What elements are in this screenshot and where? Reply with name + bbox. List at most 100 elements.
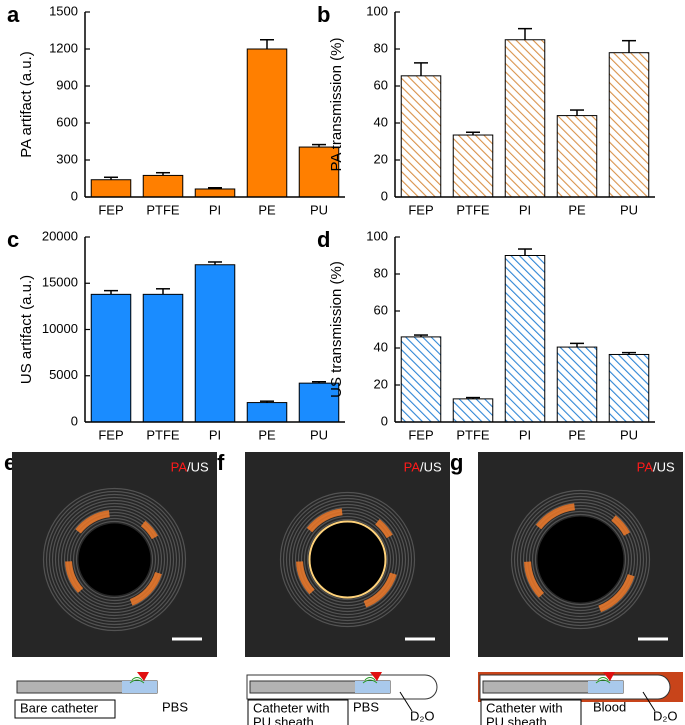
us-ring	[534, 513, 627, 606]
pa-signal	[611, 515, 631, 536]
us-ring	[294, 506, 401, 613]
y-tick-label: 60	[374, 302, 388, 317]
us-ring	[69, 514, 160, 605]
y-tick-label: 900	[56, 77, 78, 92]
transducer	[588, 681, 623, 693]
x-tick-label: PI	[519, 427, 531, 442]
y-tick-label: 5000	[49, 367, 78, 382]
bar	[556, 346, 598, 423]
y-tick-label: 15000	[42, 275, 78, 290]
us-ring	[63, 508, 166, 611]
y-tick-label: 1200	[49, 40, 78, 55]
x-tick-label: PI	[209, 427, 221, 442]
bar	[194, 264, 236, 423]
pa-signal	[306, 508, 343, 533]
diagram-label: PBS	[162, 699, 188, 714]
y-tick-label: 0	[71, 188, 78, 203]
x-tick-label: PE	[568, 202, 586, 217]
pa-signal	[598, 573, 635, 613]
x-tick-label: PE	[258, 427, 276, 442]
bar	[90, 179, 132, 198]
lumen	[78, 523, 151, 596]
bar	[608, 52, 650, 198]
us-ring	[513, 492, 648, 627]
y-axis-title: PA transmission (%)	[328, 38, 345, 172]
us-ring	[306, 518, 389, 601]
us-ring	[528, 507, 633, 612]
us-ring	[48, 493, 181, 626]
us-ring	[45, 490, 184, 629]
x-tick-label: PU	[620, 202, 638, 217]
bar	[142, 293, 184, 423]
pa-signal	[140, 520, 158, 540]
panel-label: f	[217, 450, 225, 475]
overlay-us: /US	[420, 459, 442, 474]
pa-signal	[524, 561, 545, 598]
y-tick-label: 100	[366, 228, 388, 243]
us-ring	[303, 515, 392, 604]
us-ring	[57, 502, 172, 617]
us-ring	[288, 500, 407, 619]
bar	[246, 402, 288, 423]
pointer	[399, 691, 413, 712]
laser	[137, 672, 149, 681]
bar	[194, 188, 236, 198]
y-tick-label: 1500	[49, 3, 78, 18]
x-tick-label: PE	[568, 427, 586, 442]
bar	[452, 134, 494, 198]
x-tick-label: PI	[209, 202, 221, 217]
overlay-pa: PA	[637, 459, 654, 474]
us-ring	[279, 491, 416, 628]
laser	[370, 672, 382, 681]
us-ring	[297, 509, 398, 610]
label-box	[14, 699, 116, 719]
y-axis-title: US artifact (a.u.)	[18, 275, 35, 384]
x-tick-label: PTFE	[456, 202, 490, 217]
us-ring	[51, 496, 178, 623]
y-tick-label: 80	[374, 40, 388, 55]
x-tick-label: PE	[258, 202, 276, 217]
label-box	[480, 699, 582, 725]
pa-signal	[129, 571, 162, 606]
bar	[246, 48, 288, 198]
x-tick-label: FEP	[408, 427, 433, 442]
us-ring	[516, 495, 645, 624]
bar	[504, 255, 546, 423]
x-tick-label: FEP	[408, 202, 433, 217]
y-tick-label: 10000	[42, 321, 78, 336]
box-text: PU sheath	[253, 714, 314, 725]
panel-label: g	[450, 450, 463, 475]
us-ring	[72, 517, 157, 602]
us-ring	[300, 512, 395, 607]
diagram-label: PBS	[353, 699, 379, 714]
us-ring	[282, 494, 413, 625]
panel-label: c	[7, 227, 19, 252]
bar	[400, 336, 442, 423]
pa-signal	[75, 510, 110, 534]
diagram-label: D₂O	[653, 708, 678, 723]
bar	[142, 174, 184, 198]
box-text: Bare catheter	[20, 700, 99, 715]
transducer	[355, 681, 390, 693]
us-ring	[510, 489, 651, 630]
y-tick-label: 600	[56, 114, 78, 129]
pa-signal	[535, 503, 576, 530]
y-tick-label: 0	[381, 188, 388, 203]
y-tick-label: 20000	[42, 228, 78, 243]
bar	[90, 293, 132, 423]
panel-label: b	[317, 2, 330, 27]
lumen	[537, 516, 624, 603]
lumen	[308, 520, 387, 599]
bar	[452, 398, 494, 423]
bar	[504, 39, 546, 198]
box-text: Catheter with	[253, 700, 330, 715]
us-ring	[522, 501, 639, 618]
y-axis-title: US transmission (%)	[328, 261, 345, 398]
y-tick-label: 300	[56, 151, 78, 166]
label-box	[247, 699, 349, 725]
box-text: Catheter with	[486, 700, 563, 715]
x-tick-label: PU	[620, 427, 638, 442]
pa-signal	[65, 561, 84, 593]
us-ring	[60, 505, 169, 614]
